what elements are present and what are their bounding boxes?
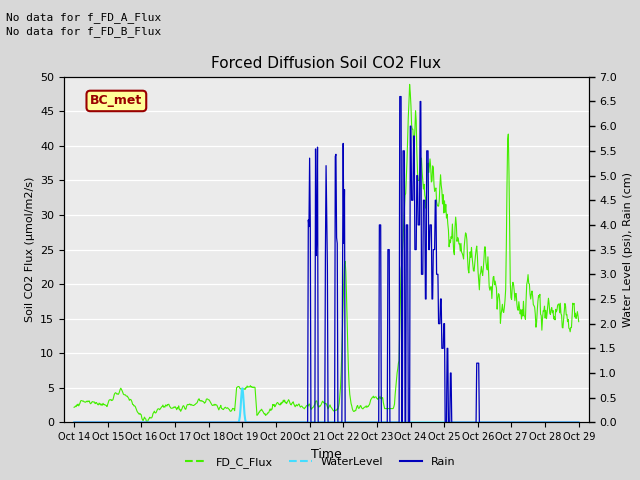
Text: No data for f_FD_A_Flux: No data for f_FD_A_Flux <box>6 12 162 23</box>
Text: No data for f_FD_B_Flux: No data for f_FD_B_Flux <box>6 26 162 37</box>
Title: Forced Diffusion Soil CO2 Flux: Forced Diffusion Soil CO2 Flux <box>211 57 442 72</box>
Text: BC_met: BC_met <box>90 95 143 108</box>
X-axis label: Time: Time <box>311 448 342 461</box>
Legend: FD_C_Flux, WaterLevel, Rain: FD_C_Flux, WaterLevel, Rain <box>180 452 460 472</box>
Y-axis label: Water Level (psi), Rain (cm): Water Level (psi), Rain (cm) <box>623 172 632 327</box>
Y-axis label: Soil CO2 Flux (μmol/m2/s): Soil CO2 Flux (μmol/m2/s) <box>24 177 35 322</box>
